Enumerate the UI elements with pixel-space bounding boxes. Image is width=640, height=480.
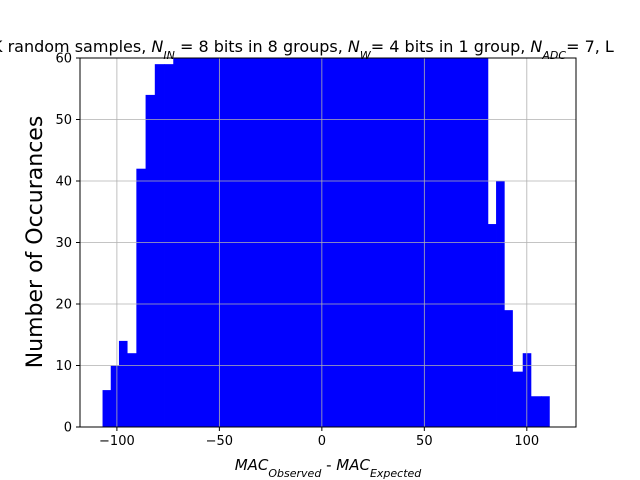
histogram-bar <box>145 94 156 428</box>
histogram-bar <box>164 64 174 428</box>
y-axis-label: Number of Occurances <box>23 116 48 369</box>
histogram-bar <box>136 168 146 427</box>
x-tick-label: −50 <box>206 434 233 449</box>
y-tick-label: 30 <box>55 236 72 251</box>
histogram-bar <box>154 64 165 428</box>
x-axis-ticks: −100 −50 0 50 100 <box>99 427 539 449</box>
y-tick-label: 20 <box>55 298 72 313</box>
histogram-bar <box>504 310 513 427</box>
histogram-bar <box>487 224 497 427</box>
y-tick-label: 40 <box>55 175 72 190</box>
y-axis-ticks: 0 10 20 30 40 50 60 <box>55 52 80 436</box>
histogram-bar <box>512 371 524 427</box>
y-tick-label: 10 <box>55 359 72 374</box>
chart-title: K random samples, NIN = 8 bits in 8 grou… <box>0 37 614 62</box>
y-tick-label: 0 <box>64 421 72 436</box>
x-tick-label: −100 <box>99 434 135 449</box>
histogram-bar <box>102 390 112 427</box>
y-tick-label: 60 <box>55 52 72 67</box>
x-axis-label: MACObserved - MACExpected <box>235 456 423 480</box>
y-tick-label: 50 <box>55 113 72 128</box>
histogram-bar <box>530 396 542 427</box>
x-tick-label: 50 <box>416 434 433 449</box>
histogram-bar <box>127 353 137 427</box>
histogram-bar <box>118 340 128 427</box>
x-tick-label: 0 <box>318 434 326 449</box>
histogram-bar <box>110 365 120 427</box>
histogram-bar <box>541 396 550 427</box>
x-tick-label: 100 <box>514 434 539 449</box>
